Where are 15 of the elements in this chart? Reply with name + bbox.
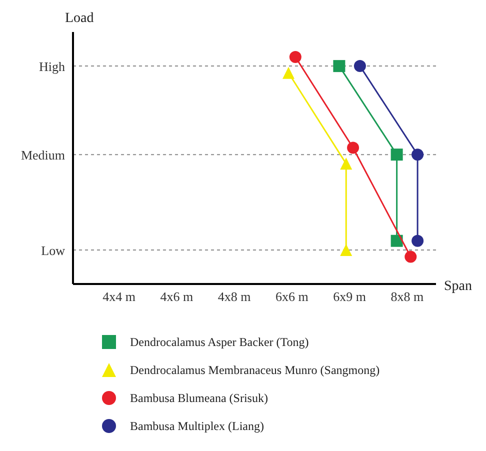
x-tick-label: 4x8 m bbox=[218, 289, 251, 304]
x-tick-label: 6x6 m bbox=[276, 289, 308, 304]
legend-label: Dendrocalamus Membranaceus Munro (Sangmong) bbox=[130, 362, 380, 378]
ref-line-label: Low bbox=[41, 242, 66, 258]
ref-line-label: High bbox=[39, 59, 66, 74]
x-tick-label: 8x8 m bbox=[390, 289, 424, 304]
legend-label: Dendrocalamus Asper Backer (Tong) bbox=[130, 334, 309, 350]
y-axis-title: Load bbox=[65, 11, 94, 26]
legend-label: Bambusa Blumeana (Srisuk) bbox=[130, 390, 268, 406]
legend-label: Bambusa Multiplex (Liang) bbox=[130, 418, 264, 434]
x-tick-label: 4x4 m bbox=[102, 289, 136, 304]
x-tick-label: 4x6 m bbox=[160, 289, 194, 304]
x-axis-title: Span bbox=[444, 279, 472, 294]
x-tick-label: 6x9 m bbox=[333, 289, 366, 304]
ref-line-label: Medium bbox=[20, 148, 65, 163]
